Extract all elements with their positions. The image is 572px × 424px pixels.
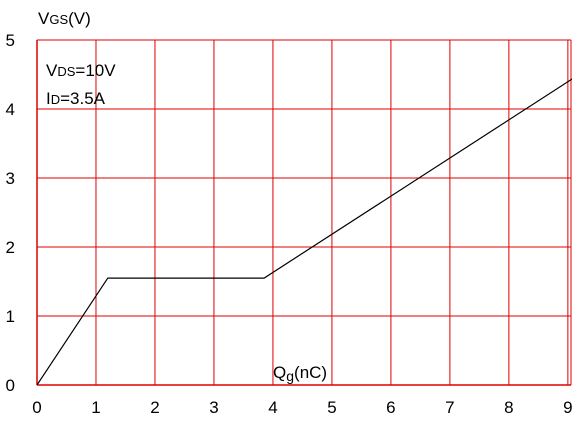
x-tick-label-0: 0: [32, 398, 41, 417]
x-tick-label-5: 5: [327, 398, 336, 417]
x-tick-label-7: 7: [445, 398, 454, 417]
y-tick-label-2: 2: [6, 238, 15, 257]
x-tick-label-1: 1: [91, 398, 100, 417]
y-tick-label-4: 4: [6, 100, 15, 119]
x-tick-label-6: 6: [386, 398, 395, 417]
y-tick-label-3: 3: [6, 169, 15, 188]
x-tick-label-2: 2: [150, 398, 159, 417]
annotation-id: ID=3.5A: [46, 89, 106, 108]
x-tick-label-3: 3: [209, 398, 218, 417]
y-axis-label: VGS(V): [38, 9, 91, 28]
axes: [36, 40, 571, 386]
y-tick-label-1: 1: [6, 307, 15, 326]
x-axis-label: Qg(nC): [273, 363, 327, 384]
x-tick-label-4: 4: [268, 398, 277, 417]
x-tick-label-8: 8: [504, 398, 513, 417]
tick-labels: 0 1 2 3 4 5 6 7 8 9 0 1 2 3 4 5: [6, 31, 572, 417]
annotation-vds: VDS=10V: [46, 61, 116, 80]
series: [36, 78, 572, 386]
y-tick-label-5: 5: [6, 31, 15, 50]
y-tick-label-0: 0: [6, 376, 15, 395]
series-line-0: [36, 78, 572, 386]
grid: [37, 39, 572, 385]
x-tick-label-9: 9: [563, 398, 572, 417]
